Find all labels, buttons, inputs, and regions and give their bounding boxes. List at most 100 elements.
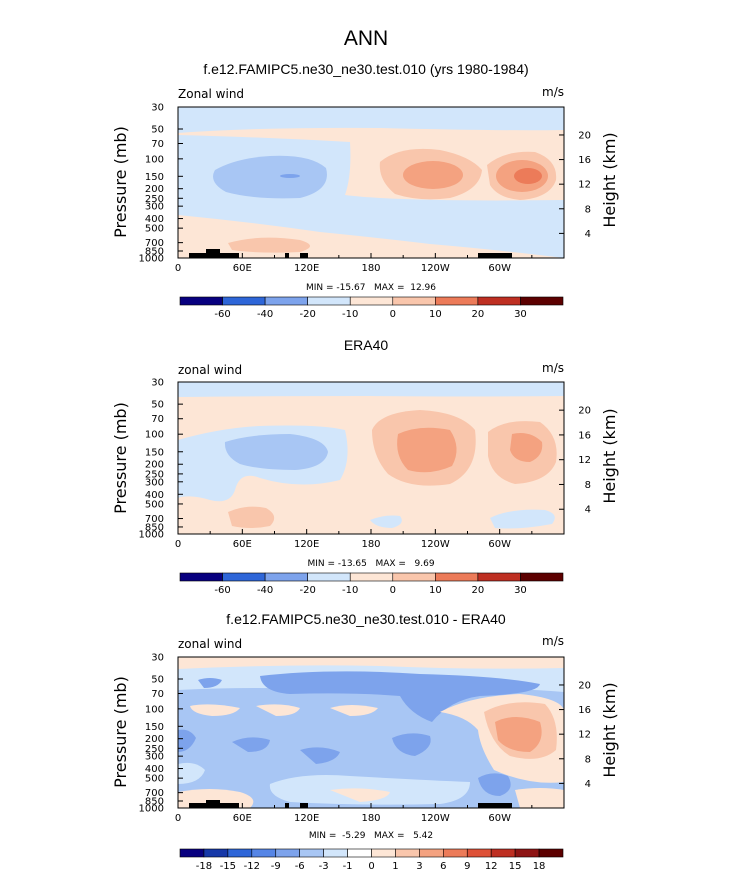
panel-2: ERA40 zonal wind m/s 0 60E 120E 180 120W 60W 3…: [111, 337, 619, 596]
height-tick-label: 4: [585, 505, 591, 516]
x-tick-label: 180: [361, 263, 380, 274]
x-tick-label: 60W: [488, 539, 511, 550]
x-tick-label: 120W: [421, 263, 450, 274]
y-tick-label: 100: [145, 704, 164, 715]
y-tick-label: 200: [145, 184, 164, 195]
y-tick-label: 70: [151, 689, 164, 700]
panel-3-units: m/s: [542, 634, 564, 648]
colorbar-label: -10: [342, 309, 358, 320]
colorbar-label: 20: [472, 309, 485, 320]
colorbar-label: 10: [429, 585, 442, 596]
y-tick-label: 1000: [139, 530, 164, 541]
colorbar-label: 10: [429, 309, 442, 320]
colorbar-box: [392, 572, 436, 582]
x-tick-label: 60W: [488, 813, 511, 824]
height-tick-label: 16: [578, 155, 591, 166]
panel-3-axes: 0 60E 120E 180 120W 60W3050701001502002503004…: [139, 653, 591, 825]
y-tick-label: 200: [145, 460, 164, 471]
colorbar-box: [264, 296, 308, 306]
y-tick-label: 50: [151, 674, 164, 685]
panel-3-ylabel-left: Pressure (mb): [111, 676, 130, 788]
colorbar-label: -1: [343, 861, 353, 872]
colorbar-box: [395, 848, 420, 858]
x-tick-label: 120W: [421, 539, 450, 550]
colorbar-label: -10: [342, 585, 358, 596]
y-tick-label: 70: [151, 139, 164, 150]
height-tick-label: 4: [585, 779, 591, 790]
colorbar-label: 1: [392, 861, 398, 872]
colorbar-label: -3: [319, 861, 329, 872]
height-tick-label: 8: [585, 480, 591, 491]
panel-3-colorbar: -18 -15 -12 -9 -6 -3 -1 0 1 3 6 9 12 15 18: [179, 848, 564, 872]
y-tick-label: 150: [145, 722, 164, 733]
colorbar-box: [477, 572, 521, 582]
y-tick-label: 500: [145, 774, 164, 785]
colorbar-label: -9: [271, 861, 281, 872]
x-tick-label: 120E: [294, 539, 319, 550]
panel-1-ylabel-right: Height (km): [600, 132, 619, 227]
y-tick-label: 150: [145, 447, 164, 458]
colorbar-box: [299, 848, 324, 858]
x-tick-label: 180: [361, 813, 380, 824]
colorbar-box: [477, 296, 521, 306]
x-tick-label: 60W: [488, 263, 511, 274]
colorbar-label: 0: [368, 861, 374, 872]
panel-1-field: [178, 107, 564, 258]
colorbar-label: 0: [390, 309, 396, 320]
panel-2-stats: MIN = -13.65 MAX = 9.69: [307, 559, 434, 569]
height-tick-label: 16: [578, 705, 591, 716]
panel-1-left-label: Zonal wind: [178, 87, 244, 101]
x-tick-label: 0: [175, 263, 181, 274]
y-tick-label: 850: [145, 247, 164, 258]
panel-3: f.e12.FAMIPC5.ne30_ne30.test.010 - ERA40…: [111, 611, 619, 872]
colorbar-label: 18: [533, 861, 546, 872]
colorbar-box: [179, 848, 205, 858]
x-tick-label: 60E: [233, 263, 252, 274]
y-tick-label: 250: [145, 744, 164, 755]
colorbar-label: -20: [299, 309, 315, 320]
colorbar-box: [349, 572, 394, 582]
y-tick-label: 50: [151, 124, 164, 135]
colorbar-label: 30: [514, 585, 527, 596]
colorbar-box: [349, 296, 394, 306]
colorbar-box: [323, 848, 348, 858]
colorbar-box: [275, 848, 300, 858]
y-tick-label: 700: [145, 788, 164, 799]
colorbar-box: [307, 296, 351, 306]
colorbar-label: -60: [214, 585, 230, 596]
x-tick-label: 120E: [294, 263, 319, 274]
colorbar-label: -40: [257, 585, 273, 596]
height-tick-label: 20: [578, 680, 591, 691]
y-tick-label: 400: [145, 214, 164, 225]
colorbar-label: 30: [514, 309, 527, 320]
colorbar-label: 0: [390, 585, 396, 596]
colorbar-label: -60: [214, 309, 230, 320]
y-tick-label: 100: [145, 154, 164, 165]
colorbar-box: [520, 572, 564, 582]
y-tick-label: 500: [145, 224, 164, 235]
colorbar-box: [435, 296, 479, 306]
y-tick-label: 850: [145, 522, 164, 533]
colorbar-box: [347, 848, 372, 858]
colorbar-label: 12: [485, 861, 498, 872]
panel-3-field: [178, 657, 564, 808]
colorbar-box: [443, 848, 468, 858]
panel-1-axes: 0 60E 120E 180 120W 60W3050701001502002503004…: [139, 103, 591, 275]
y-tick-label: 400: [145, 764, 164, 775]
y-tick-label: 50: [151, 400, 164, 411]
x-tick-label: 60E: [233, 539, 252, 550]
panel-1-title: f.e12.FAMIPC5.ne30_ne30.test.010 (yrs 19…: [203, 61, 528, 77]
panel-1-ylabel-left: Pressure (mb): [111, 126, 130, 238]
x-tick-label: 0: [175, 539, 181, 550]
colorbar-label: -6: [295, 861, 305, 872]
panel-2-ylabel-left: Pressure (mb): [111, 402, 130, 514]
height-tick-label: 20: [578, 130, 591, 141]
y-tick-label: 400: [145, 490, 164, 501]
y-tick-label: 250: [145, 194, 164, 205]
colorbar-box: [435, 572, 479, 582]
colorbar-label: -40: [257, 309, 273, 320]
panel-2-ylabel-right: Height (km): [600, 408, 619, 503]
colorbar-box: [419, 848, 444, 858]
